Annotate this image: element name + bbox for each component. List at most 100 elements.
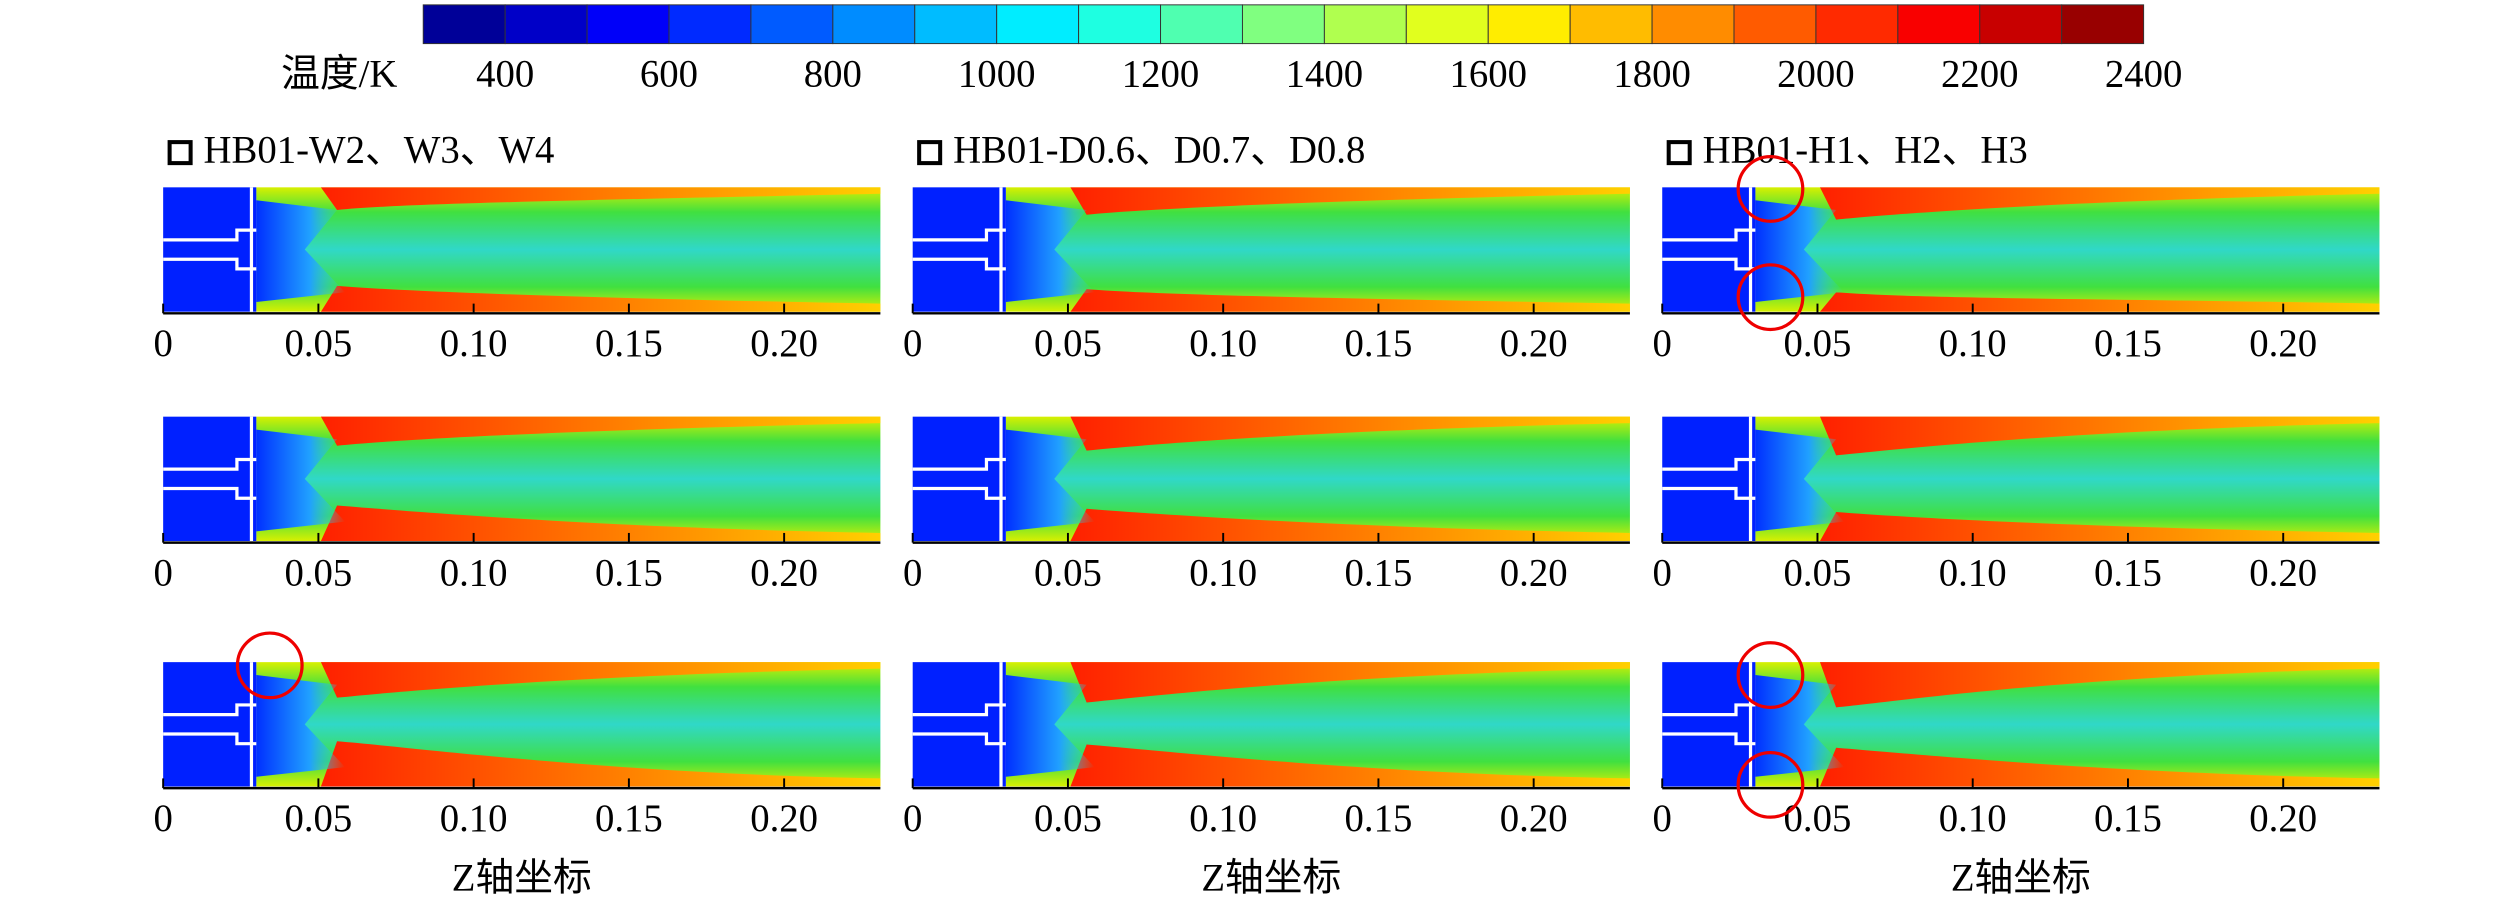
injector [912, 416, 1006, 542]
x-tick-label: 0.15 [595, 551, 663, 594]
colorbar-tick-label: 1200 [1122, 52, 1200, 95]
colorbar-segment [832, 4, 916, 45]
x-tick-label: 0.20 [1500, 797, 1568, 840]
colorbar-tick-label: 2200 [1941, 52, 2019, 95]
column-label: HB01-W2、W3、W4 [204, 128, 555, 171]
colorbar-tick-label: 1800 [1613, 52, 1691, 95]
contour-panel [912, 187, 1630, 312]
colorbar-segment [1160, 4, 1243, 45]
injector [1662, 416, 1756, 542]
cold-zone [1005, 200, 1095, 302]
highlight-circle [1736, 750, 1805, 819]
contour-panel [163, 416, 881, 542]
hot-zone [1819, 292, 2380, 312]
hot-zone [1070, 289, 1630, 312]
colorbar-segment [914, 4, 998, 45]
column-label: HB01-H1、H2、H3 [1703, 128, 2028, 171]
colorbar-segment [1979, 4, 2063, 45]
x-tick-label: 0.20 [1500, 551, 1568, 594]
colorbar-segment [1815, 4, 1899, 45]
injector-slit [912, 187, 1006, 312]
injector-slit [912, 416, 1006, 542]
cold-zone [1755, 200, 1845, 302]
injector-slit [1662, 416, 1756, 542]
colorbar-segment [1569, 4, 1653, 45]
colorbar-tick-label: 1400 [1286, 52, 1364, 95]
colorbar-segment [1487, 4, 1571, 45]
x-tick-label: 0.05 [284, 797, 352, 840]
colorbar-segment [1323, 4, 1407, 45]
colorbar-segment [1651, 4, 1735, 45]
colorbar-segment [668, 4, 752, 45]
colorbar-segment [1241, 4, 1325, 45]
injector [912, 662, 1006, 787]
hot-zone [320, 662, 881, 698]
colorbar-segment [422, 4, 506, 45]
x-tick-label: 0.05 [1784, 797, 1852, 840]
x-axis-label: Z轴坐标 [1201, 857, 1341, 900]
x-tick-label: 0.15 [2094, 551, 2162, 594]
contour-panel [1662, 416, 2380, 542]
hot-zone [1070, 508, 1630, 542]
x-tick-label: 0.10 [1189, 797, 1257, 840]
colorbar-segment [996, 4, 1080, 45]
colorbar-tick-label: 400 [476, 52, 534, 95]
contour-panel [1662, 662, 2380, 787]
colorbar-tick-label: 2000 [1777, 52, 1855, 95]
injector-slit [912, 662, 1006, 787]
contour-panel [163, 662, 881, 787]
x-tick-label: 0 [1653, 797, 1672, 840]
x-tick-label: 0.05 [1034, 322, 1102, 365]
x-tick-label: 0.05 [1034, 551, 1102, 594]
highlight-circle [1736, 263, 1805, 332]
x-tick-label: 0.10 [1189, 322, 1257, 365]
x-tick-label: 0.10 [440, 322, 508, 365]
colorbar-segment [586, 4, 670, 45]
x-tick-label: 0.10 [1189, 551, 1257, 594]
colorbar-tick-label: 800 [804, 52, 862, 95]
highlight-circle [1736, 641, 1805, 709]
x-tick-label: 0.05 [1784, 322, 1852, 365]
colorbar-segment [1078, 4, 1162, 45]
colorbar-segment [1405, 4, 1489, 45]
x-tick-label: 0.20 [750, 322, 818, 365]
colorbar-tick-label: 2400 [2105, 52, 2183, 95]
x-tick-label: 0.20 [750, 551, 818, 594]
x-tick-label: 0.20 [750, 797, 818, 840]
colorbar-segment [750, 4, 834, 45]
cold-zone [256, 200, 346, 302]
x-tick-label: 0.15 [2094, 797, 2162, 840]
injector-slit [163, 187, 257, 312]
hot-zone [1070, 662, 1630, 703]
x-tick-label: 0.15 [1345, 322, 1413, 365]
legend-box [167, 140, 193, 166]
x-tick-label: 0 [903, 551, 922, 594]
cold-zone [256, 675, 346, 777]
highlight-circle [1736, 155, 1805, 223]
cold-zone [1005, 675, 1095, 777]
highlight-circle [235, 631, 304, 700]
hot-zone [1070, 744, 1630, 787]
colorbar-tick-label: 1600 [1449, 52, 1527, 95]
cold-zone [1755, 429, 1845, 532]
injector-slit [163, 662, 257, 787]
x-tick-label: 0.05 [284, 551, 352, 594]
cold-zone [256, 429, 346, 532]
x-tick-label: 0.15 [595, 797, 663, 840]
x-tick-label: 0.15 [1345, 551, 1413, 594]
colorbar-segment [1897, 4, 1981, 45]
hot-zone [1819, 511, 2380, 542]
legend-box [917, 140, 943, 166]
colorbar-segment [2061, 4, 2145, 45]
x-tick-label: 0.05 [1784, 551, 1852, 594]
x-tick-label: 0 [903, 797, 922, 840]
hot-zone [1070, 187, 1630, 215]
injector [163, 416, 257, 542]
x-tick-label: 0.10 [1939, 322, 2007, 365]
x-tick-label: 0.20 [2249, 322, 2317, 365]
contour-panel [912, 662, 1630, 787]
injector [163, 187, 257, 312]
contour-panel [163, 187, 881, 312]
injector [912, 187, 1006, 312]
